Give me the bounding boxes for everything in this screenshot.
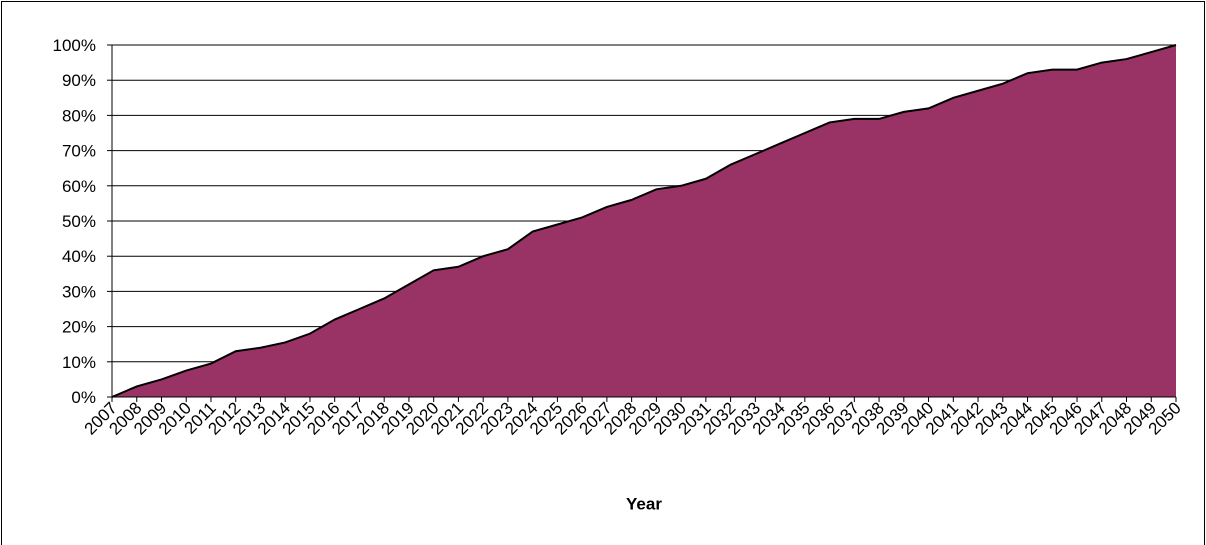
y-tick-label: 10% bbox=[62, 353, 96, 372]
y-tick-label: 70% bbox=[62, 142, 96, 161]
y-tick-label: 50% bbox=[62, 212, 96, 231]
y-tick-label: 30% bbox=[62, 282, 96, 301]
y-tick-label: 20% bbox=[62, 318, 96, 337]
y-tick-label: 0% bbox=[71, 388, 96, 407]
y-tick-label: 100% bbox=[53, 36, 96, 55]
y-tick-label: 60% bbox=[62, 177, 96, 196]
area bbox=[112, 45, 1176, 397]
area-line bbox=[111, 44, 1177, 398]
y-tick-label: 80% bbox=[62, 106, 96, 125]
y-tick-label: 40% bbox=[62, 247, 96, 266]
x-axis-label: Year bbox=[626, 494, 662, 513]
y-tick-label: 90% bbox=[62, 71, 96, 90]
